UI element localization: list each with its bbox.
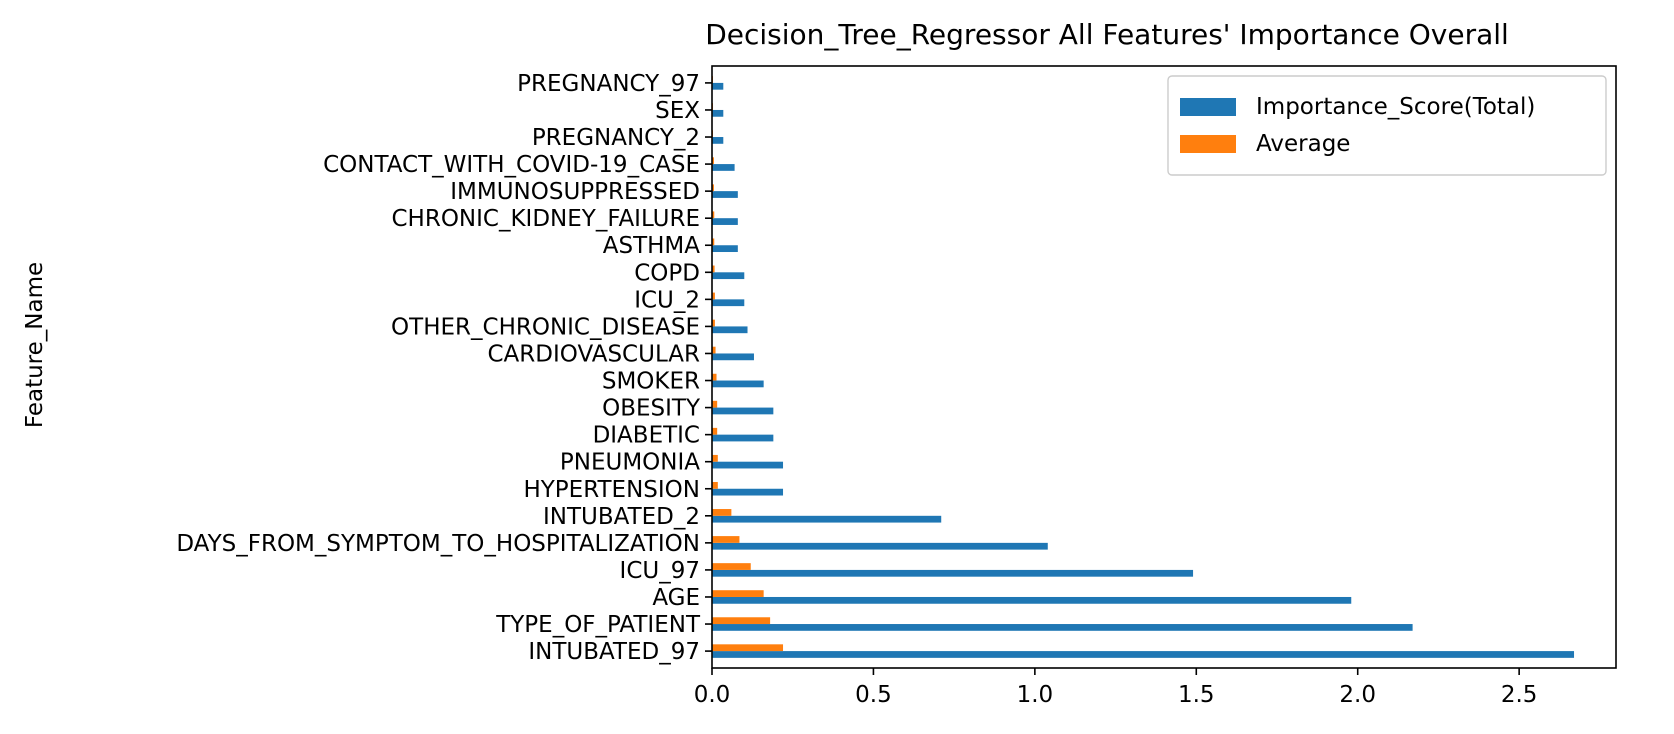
bar-total-6 (712, 488, 784, 496)
bar-average-17 (712, 184, 714, 192)
y-axis-label: Feature_Name (22, 262, 48, 428)
bar-average-5 (712, 509, 732, 516)
y-tick-label: CHRONIC_KIDNEY_FAILURE (391, 206, 700, 232)
y-tick-label: TYPE_OF_PATIENT (495, 612, 701, 638)
bar-average-14 (712, 265, 715, 273)
y-tick-label: SEX (655, 98, 700, 124)
y-tick-label: INTUBATED_97 (528, 639, 700, 665)
bar-average-8 (712, 427, 718, 435)
legend-frame (1167, 75, 1607, 176)
y-tick-label: CONTACT_WITH_COVID-19_CASE (323, 152, 700, 178)
chart-title: Decision_Tree_Regressor All Features' Im… (705, 18, 1509, 51)
bar-total-14 (712, 272, 745, 280)
bar-average-11 (712, 346, 716, 354)
bar-total-20 (712, 109, 724, 117)
legend-label: Importance_Score(Total) (1256, 94, 1535, 120)
bar-total-3 (712, 569, 1194, 577)
bar-total-4 (712, 542, 1048, 550)
bar-total-1 (712, 624, 1413, 631)
bar-total-12 (712, 326, 748, 334)
bar-average-2 (712, 590, 764, 597)
x-tick-label: 0.0 (694, 682, 731, 708)
y-tick-label: OTHER_CHRONIC_DISEASE (391, 314, 700, 340)
bar-average-10 (712, 373, 717, 381)
y-tick-label: ICU_97 (620, 558, 700, 584)
y-tick-label: AGE (652, 585, 700, 611)
y-tick-label: PNEUMONIA (560, 450, 700, 476)
bar-average-15 (712, 238, 715, 246)
bar-total-10 (712, 380, 764, 388)
bar-average-4 (712, 536, 740, 543)
legend: Importance_Score(Total) Average (1167, 75, 1607, 176)
bar-total-2 (712, 596, 1352, 604)
bar-average-7 (712, 454, 718, 462)
bar-total-0 (712, 651, 1575, 658)
y-tick-label: COPD (634, 260, 700, 286)
bar-average-18 (712, 157, 714, 165)
bar-total-17 (712, 191, 738, 198)
bar-average-1 (712, 617, 771, 625)
x-tick-label: 1.5 (1178, 682, 1215, 708)
y-tick-label: IMMUNOSUPPRESSED (450, 179, 700, 205)
legend-swatch-total (1180, 98, 1236, 116)
bar-average-12 (712, 319, 715, 327)
y-tick-label: OBESITY (602, 396, 701, 422)
y-tick-label: PREGNANCY_97 (517, 71, 700, 97)
y-tick-label: PREGNANCY_2 (532, 125, 700, 151)
bar-total-13 (712, 299, 745, 307)
y-tick-label: INTUBATED_2 (543, 504, 700, 530)
x-tick-label: 2.0 (1339, 682, 1376, 708)
bar-total-21 (712, 82, 724, 90)
y-tick-label: HYPERTENSION (523, 477, 700, 503)
x-ticks: 0.0 0.5 1.0 1.5 2.0 2.5 (694, 668, 1538, 708)
bar-total-16 (712, 218, 738, 225)
bar-total-18 (712, 164, 735, 171)
bar-total-15 (712, 245, 738, 253)
y-tick-label: ICU_2 (634, 287, 700, 313)
bar-total-9 (712, 407, 774, 415)
bar-total-7 (712, 461, 784, 469)
y-tick-label: DAYS_FROM_SYMPTOM_TO_HOSPITALIZATION (176, 531, 700, 557)
x-tick-label: 1.0 (1017, 682, 1054, 708)
bar-average-13 (712, 292, 715, 300)
bar-average-9 (712, 400, 718, 408)
x-tick-label: 0.5 (855, 682, 892, 708)
x-tick-label: 2.5 (1501, 682, 1538, 708)
bar-total-5 (712, 515, 942, 523)
bar-average-0 (712, 644, 784, 652)
bar-total-19 (712, 137, 724, 144)
y-tick-label: DIABETIC (593, 423, 700, 449)
bar-total-8 (712, 434, 774, 442)
bar-average-6 (712, 481, 718, 489)
bar-average-16 (712, 211, 715, 219)
plot-frame (711, 65, 1617, 669)
y-tick-label: SMOKER (602, 369, 700, 395)
bar-total-11 (712, 353, 754, 361)
y-tick-label: ASTHMA (603, 233, 701, 259)
bar-average-3 (712, 563, 751, 570)
legend-swatch-average (1180, 135, 1236, 153)
y-tick-label: CARDIOVASCULAR (487, 341, 700, 367)
legend-label: Average (1256, 131, 1350, 157)
y-ticks: INTUBATED_97TYPE_OF_PATIENTAGEICU_97DAYS… (176, 71, 712, 665)
bars (712, 76, 1575, 658)
